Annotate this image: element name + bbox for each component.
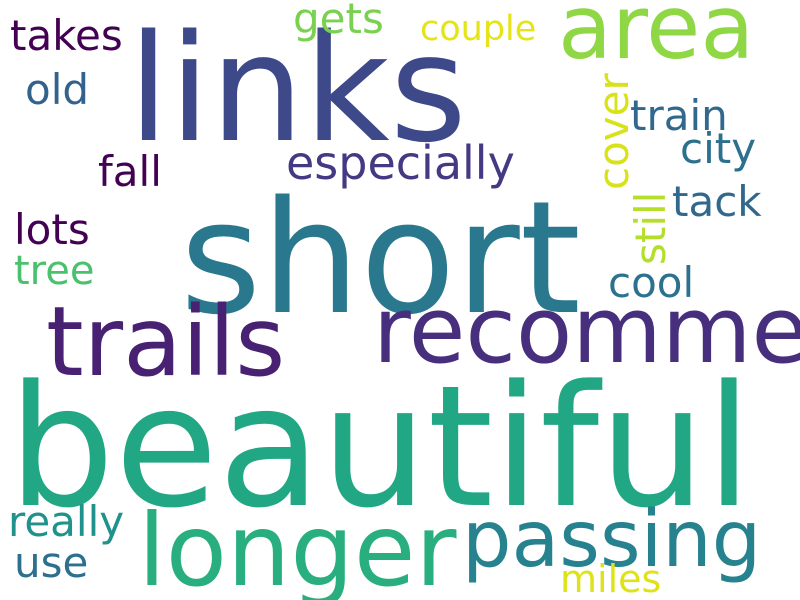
word-miles: miles [560, 557, 661, 600]
word-beautiful: beautiful [8, 349, 752, 545]
word-links: links [128, 3, 467, 175]
word-trails: trails [46, 286, 285, 398]
word-especially: especially [286, 136, 515, 190]
word-longer: longer [138, 492, 457, 600]
word-takes: takes [10, 11, 123, 60]
word-really: really [8, 497, 124, 546]
word-cool: cool [608, 258, 694, 307]
word-tack: tack [672, 177, 762, 226]
word-fall: fall [98, 147, 162, 196]
word-old: old [25, 65, 89, 114]
word-train: train [630, 91, 728, 140]
word-city: city [680, 124, 756, 173]
word-gets: gets [293, 0, 384, 43]
word-couple: couple [420, 9, 536, 49]
word-short: short [180, 167, 581, 349]
word-cover: cover [589, 73, 638, 190]
word-still: still [626, 192, 675, 265]
word-area: area [558, 0, 754, 79]
word-lots: lots [14, 205, 90, 254]
word-tree: tree [14, 248, 94, 294]
word-recommend: recommend [373, 277, 800, 384]
word-use: use [14, 538, 88, 587]
word-passing: passing [462, 495, 761, 585]
